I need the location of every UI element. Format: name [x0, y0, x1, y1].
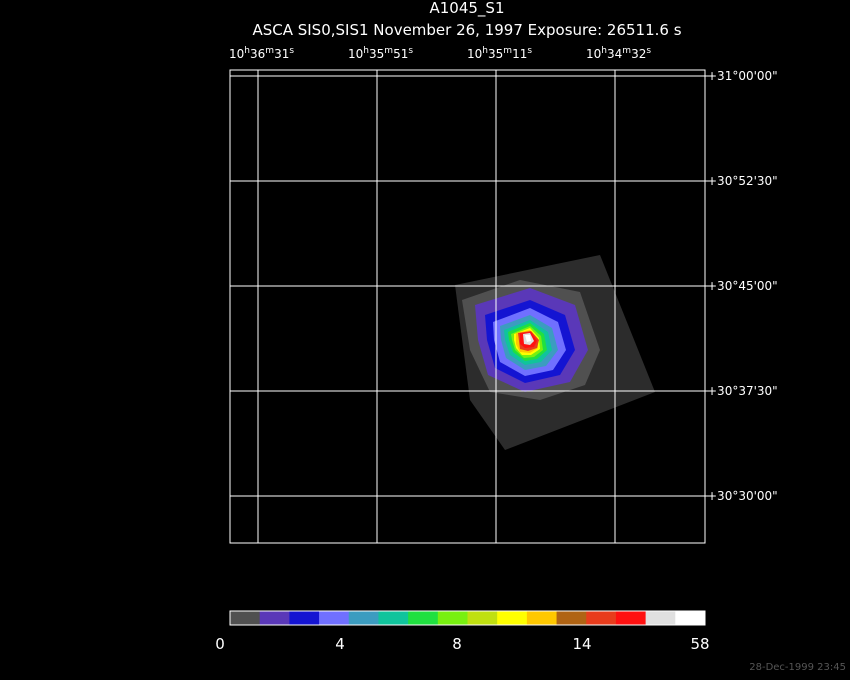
- ra-unit: h: [244, 46, 250, 56]
- ra-label: 10h34m32s: [586, 46, 651, 61]
- image-subtitle: ASCA SIS0,SIS1 November 26, 1997 Exposur…: [252, 21, 681, 39]
- ra-unit: m: [265, 46, 274, 56]
- ra-unit: h: [601, 46, 607, 56]
- ra-unit: h: [482, 46, 488, 56]
- colorbar-segment: [259, 611, 290, 625]
- colorbar-label: 0: [215, 635, 225, 653]
- ra-unit: m: [503, 46, 512, 56]
- colorbar-segment: [526, 611, 558, 625]
- colorbar-frame: [229, 610, 706, 626]
- ra-number: 10: [467, 47, 482, 61]
- dec-label: +30°37'30": [707, 384, 778, 398]
- colorbar-segment: [378, 611, 409, 625]
- colorbar-label: 58: [690, 635, 709, 653]
- colorbar-segment: [645, 611, 676, 625]
- dec-label: +31°00'00": [707, 69, 778, 83]
- colorbar-segment: [289, 611, 320, 625]
- colorbar: 0 4 8 14 58: [215, 610, 710, 653]
- ra-number: 35: [488, 47, 503, 61]
- colorbar-segment: [408, 611, 439, 625]
- dec-label: +30°52'30": [707, 174, 778, 188]
- ra-unit: s: [408, 46, 413, 56]
- ra-number: 10: [348, 47, 363, 61]
- ra-unit: m: [622, 46, 631, 56]
- ra-unit: h: [363, 46, 369, 56]
- colorbar-segment: [675, 611, 706, 625]
- coordinate-grid: 10h36m31s 10h35m51s 10h35m11s 10h34m32s+31°…: [229, 46, 778, 543]
- timestamp: 28-Dec-1999 23:45: [749, 662, 846, 673]
- ra-unit: s: [289, 46, 294, 56]
- colorbar-segment: [437, 611, 468, 625]
- ra-number: 51: [393, 47, 408, 61]
- colorbar-segment: [319, 611, 350, 625]
- ra-unit: s: [527, 46, 532, 56]
- ra-number: 10: [229, 47, 244, 61]
- colorbar-segment: [230, 611, 261, 625]
- colorbar-label: 8: [452, 635, 462, 653]
- colorbar-label: 4: [335, 635, 345, 653]
- xray-emission: [455, 255, 655, 450]
- ra-number: 34: [607, 47, 622, 61]
- colorbar-segment: [497, 611, 528, 625]
- ra-label: 10h35m11s: [467, 46, 532, 61]
- ra-number: 10: [586, 47, 601, 61]
- ra-label: 10h35m51s: [348, 46, 413, 61]
- colorbar-segment: [615, 611, 647, 625]
- dec-label: +30°45'00": [707, 279, 778, 293]
- colorbar-segment: [467, 611, 498, 625]
- ra-number: 11: [512, 47, 527, 61]
- ra-label: 10h36m31s: [229, 46, 294, 61]
- colorbar-segment: [348, 611, 379, 625]
- ra-number: 32: [631, 47, 646, 61]
- colorbar-segment: [586, 611, 617, 625]
- ra-number: 31: [274, 47, 289, 61]
- ra-number: 36: [250, 47, 265, 61]
- ra-number: 35: [369, 47, 384, 61]
- dec-label: +30°30'00": [707, 489, 778, 503]
- ra-unit: m: [384, 46, 393, 56]
- colorbar-segment: [556, 611, 587, 625]
- colorbar-label: 14: [572, 635, 591, 653]
- image-title: A1045_S1: [430, 0, 505, 18]
- ra-unit: s: [646, 46, 651, 56]
